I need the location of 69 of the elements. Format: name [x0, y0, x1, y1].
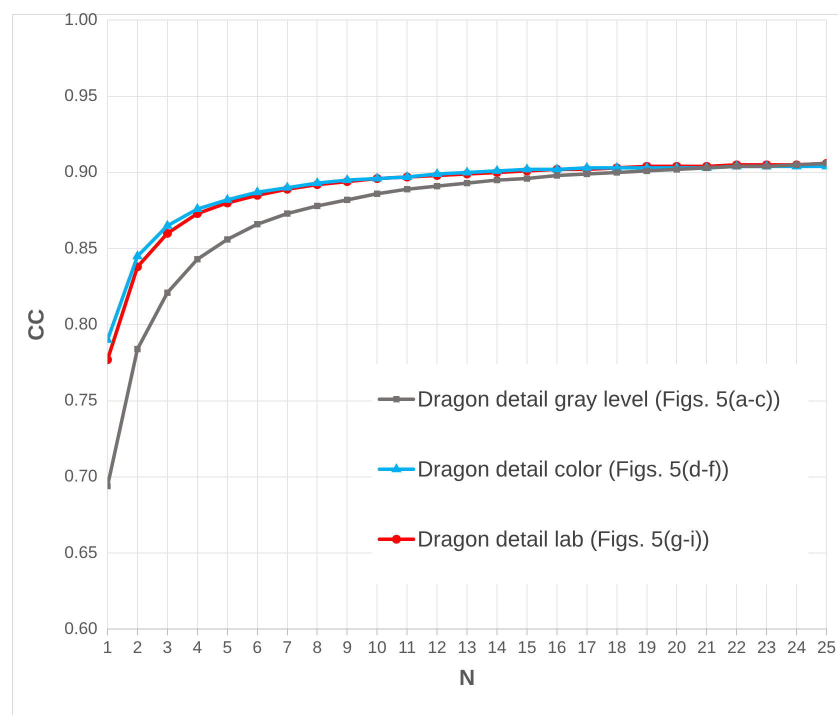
point [644, 168, 650, 174]
point [614, 169, 620, 176]
point [314, 202, 320, 210]
y-tick-label: 0.90 [64, 162, 98, 182]
point [312, 177, 322, 186]
x-tick-label: 19 [637, 638, 656, 658]
x-tick-label: 23 [757, 638, 776, 658]
x-tick-label: 8 [312, 638, 322, 658]
x-tick-label: 4 [192, 638, 202, 658]
x-tick-label: 9 [342, 638, 352, 658]
point [344, 196, 350, 204]
y-tick-label: 0.60 [64, 618, 98, 638]
point [284, 210, 290, 217]
point [192, 202, 203, 212]
point [462, 166, 472, 176]
point [132, 250, 143, 260]
y-tick-label: 0.95 [64, 86, 98, 106]
x-tick-label: 6 [252, 638, 262, 658]
x-tick-label: 15 [517, 638, 536, 658]
x-tick-label: 3 [162, 638, 172, 658]
point [254, 221, 260, 228]
x-tick-label: 2 [132, 638, 142, 658]
x-tick-label: 20 [667, 638, 686, 658]
x-tick-label: 13 [458, 638, 476, 658]
point [282, 182, 292, 191]
point [194, 256, 201, 262]
y-tick-label: 0.75 [64, 390, 98, 410]
y-tick-label: 0.70 [64, 466, 98, 486]
x-tick-label: 16 [547, 638, 566, 658]
point [252, 186, 262, 196]
x-tick-label: 22 [727, 638, 746, 658]
x-tick-label: 10 [368, 638, 387, 658]
x-tick-label: 11 [398, 638, 416, 658]
point [582, 162, 592, 171]
point [522, 163, 532, 172]
legend-label: Dragon detail gray level (Figs. 5(a-c)) [417, 386, 781, 412]
point [342, 174, 352, 184]
y-tick-label: 0.80 [64, 314, 98, 334]
y-tick-label: 1.00 [64, 10, 98, 29]
x-tick-label: 21 [697, 638, 716, 658]
x-tick-label: 5 [222, 638, 232, 658]
y-tick-label: 0.65 [64, 542, 98, 562]
y-tick-label: 0.85 [64, 238, 98, 258]
y-axis-title: CC [23, 308, 48, 341]
point [674, 166, 680, 173]
x-tick-label: 18 [607, 638, 626, 658]
point [224, 236, 231, 243]
point [164, 290, 171, 296]
point [162, 220, 173, 229]
point [162, 228, 172, 238]
x-tick-label: 12 [428, 638, 447, 658]
point [434, 182, 440, 190]
x-tick-label: 17 [577, 638, 596, 658]
point [492, 164, 502, 174]
x-tick-label: 25 [817, 638, 836, 658]
legend-label: Dragon detail color (Figs. 5(d-f)) [417, 456, 730, 482]
x-tick-label: 14 [488, 638, 506, 658]
point [404, 186, 410, 192]
legend-label: Dragon detail lab (Figs. 5(g-i)) [417, 526, 710, 552]
point [554, 172, 560, 179]
x-axis-title: N [459, 664, 475, 690]
point [432, 168, 442, 177]
point [464, 180, 470, 186]
x-tick-label: 1 [102, 638, 112, 658]
point [222, 194, 233, 203]
x-tick-label: 7 [282, 638, 292, 658]
point [374, 190, 380, 197]
point [584, 170, 590, 178]
x-tick-label: 24 [787, 638, 806, 658]
